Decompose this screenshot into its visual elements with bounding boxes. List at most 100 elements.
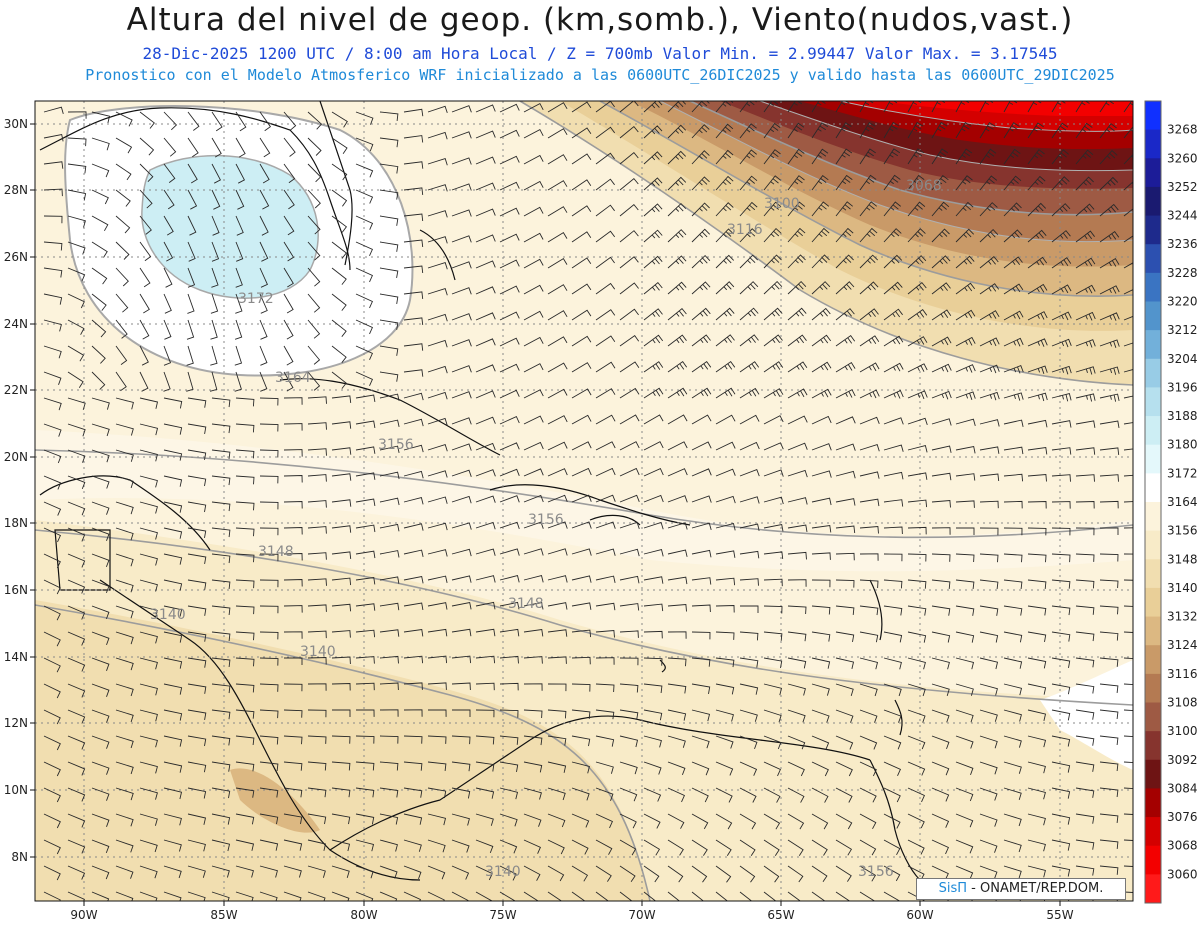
wind-barb — [43, 475, 62, 490]
wind-barb — [763, 149, 781, 165]
colorbar-swatch — [1145, 845, 1161, 875]
wind-barb — [235, 683, 255, 693]
wind-barb — [931, 472, 952, 481]
wind-barb — [979, 683, 998, 696]
wind-barb — [523, 865, 541, 881]
wind-barb — [907, 631, 927, 643]
wind-barb — [859, 735, 878, 750]
wind-barb — [1099, 735, 1119, 746]
wind-barb — [43, 397, 62, 411]
wind-barb — [1075, 605, 1095, 615]
wind-barb — [211, 527, 231, 538]
wind-barb — [739, 254, 759, 269]
wind-barb — [283, 787, 303, 798]
wind-barb — [283, 371, 294, 392]
wind-barb — [283, 579, 303, 587]
wind-barb — [739, 813, 757, 830]
wind-barb — [1075, 203, 1095, 217]
wind-barb — [571, 839, 589, 855]
wind-barb — [91, 371, 106, 390]
wind-barb — [1027, 813, 1046, 826]
wind-barb — [67, 813, 86, 828]
colorbar-swatch — [1145, 330, 1161, 360]
wind-barb — [1123, 579, 1133, 581]
wind-barb — [115, 371, 127, 392]
wind-barb — [139, 241, 152, 262]
wind-barb — [523, 284, 544, 295]
wind-barb — [1123, 865, 1133, 867]
wind-barb — [91, 111, 111, 124]
wind-barb — [331, 163, 348, 181]
wind-barb — [1099, 176, 1119, 191]
wind-barb — [43, 319, 62, 332]
wind-barb — [883, 683, 902, 697]
credit-box: SisΠ - ONAMET/REP.DOM. — [916, 878, 1126, 900]
wind-barb — [835, 605, 855, 615]
wind-barb — [739, 334, 759, 347]
wind-barb — [523, 154, 544, 165]
wind-barb — [811, 839, 828, 856]
wind-barb — [163, 631, 183, 643]
wind-barb — [67, 293, 85, 309]
wind-barb — [907, 891, 925, 901]
wind-barb — [859, 174, 877, 191]
wind-barb — [499, 311, 520, 321]
wind-barb — [475, 469, 496, 477]
wind-barb — [571, 257, 592, 269]
wind-barb — [1075, 683, 1095, 694]
wind-barb — [67, 709, 86, 724]
wind-barb — [1027, 553, 1047, 563]
wind-barb — [907, 787, 925, 803]
wind-barb — [523, 258, 544, 269]
wind-barb — [883, 174, 901, 191]
wind-barb — [259, 527, 279, 536]
wind-barb — [67, 891, 85, 901]
wind-barb — [115, 241, 130, 260]
wind-barb — [67, 475, 86, 490]
lat-tick: 26N — [4, 250, 28, 264]
wind-barb — [1027, 283, 1048, 295]
wind-barb — [187, 189, 198, 210]
wind-barb — [283, 319, 294, 340]
wind-barb — [283, 631, 303, 639]
wind-barb — [163, 839, 182, 852]
wind-barb — [307, 241, 321, 261]
wind-barb — [283, 423, 303, 431]
wind-barb — [691, 202, 710, 217]
wind-barb — [523, 761, 543, 773]
wind-barb — [91, 605, 110, 620]
colorbar-swatch — [1145, 587, 1161, 618]
wind-barb — [427, 288, 448, 296]
wind-barb — [859, 787, 877, 803]
wind-barb — [355, 241, 373, 256]
wind-barb — [907, 445, 928, 453]
wind-barb — [259, 267, 268, 288]
wind-barb — [763, 787, 781, 803]
wind-barb — [595, 657, 615, 665]
wind-barb — [115, 267, 129, 287]
wind-barb — [547, 284, 568, 295]
lon-tick: 75W — [489, 908, 516, 922]
wind-barb — [667, 334, 687, 347]
wind-barb — [43, 605, 61, 621]
wind-barb — [979, 553, 999, 563]
wind-barb — [163, 891, 182, 901]
wind-barb — [811, 101, 826, 113]
wind-barb — [1027, 446, 1048, 455]
colorbar-swatch — [1145, 416, 1161, 446]
wind-barb — [379, 371, 399, 382]
wind-barb — [307, 111, 323, 130]
wind-barb — [883, 417, 904, 425]
wind-barb — [811, 579, 831, 588]
wind-barb — [67, 553, 86, 568]
wind-barb — [43, 553, 61, 569]
wind-barb — [163, 137, 177, 157]
wind-barb — [1003, 787, 1022, 801]
wind-barb — [715, 550, 736, 558]
wind-barb — [859, 308, 879, 321]
wind-barb — [331, 787, 351, 798]
wind-barb — [955, 282, 976, 295]
wind-barb — [643, 494, 664, 503]
wind-barb — [1051, 709, 1071, 721]
wind-barb — [1123, 683, 1133, 686]
